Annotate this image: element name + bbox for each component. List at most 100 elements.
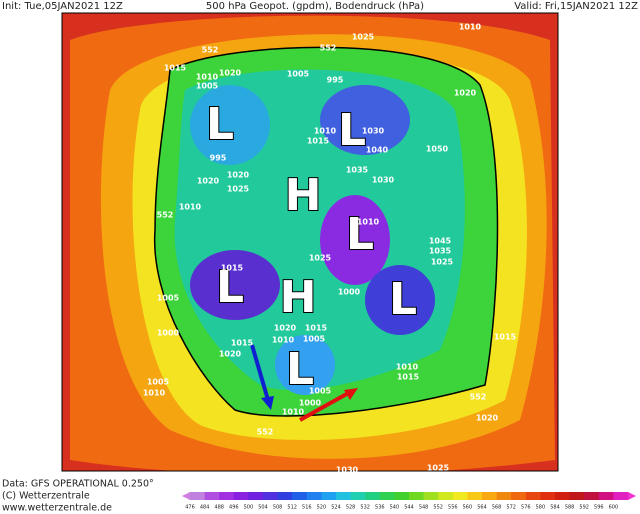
colorbar: 476 484 488 496 500 504 508 512 516 520 524 528 532 5…: [182, 492, 636, 511]
colorbar-label: 528: [346, 505, 356, 511]
colorbar-label: 560: [463, 505, 473, 511]
colorbar-label: 488: [214, 505, 224, 511]
colorbar-label: 592: [579, 505, 589, 511]
isobar-label: 1005: [309, 387, 332, 396]
colorbar-label: 512: [287, 505, 297, 511]
data-source: Data: GFS OPERATIONAL 0.250°: [2, 479, 154, 490]
colorbar-end: [182, 492, 190, 500]
colorbar-swatch: [190, 492, 206, 500]
pressure-system: L: [206, 99, 234, 150]
pressure-system: H: [280, 272, 317, 323]
isobar-label: 552: [257, 428, 274, 437]
colorbar-label: 508: [273, 505, 283, 511]
isobar-label: 1030: [336, 466, 359, 475]
colorbar-label: 552: [433, 505, 443, 511]
colorbar-swatch: [321, 492, 337, 500]
colorbar-label: 500: [244, 505, 254, 511]
colorbar-swatch: [540, 492, 556, 500]
isobar-label: 1020: [219, 350, 242, 359]
isobar-label: 552: [202, 46, 219, 55]
colorbar-label: 548: [419, 505, 429, 511]
colorbar-label: 504: [258, 505, 268, 511]
isobar-label: 1015: [494, 333, 517, 342]
colorbar-label: 484: [200, 505, 210, 511]
colorbar-swatch: [263, 492, 279, 500]
pressure-system: L: [346, 209, 374, 260]
colorbar-swatch: [496, 492, 512, 500]
isobar-label: 1010: [179, 203, 202, 212]
copyright: (C) Wetterzentrale: [2, 491, 90, 502]
colorbar-swatch: [438, 492, 454, 500]
isobar-label: 1000: [338, 288, 361, 297]
colorbar-swatch: [598, 492, 614, 500]
isobar-label: 1005: [147, 378, 170, 387]
colorbar-label: 524: [331, 505, 341, 511]
isobar-label: 1030: [362, 127, 385, 136]
arrow-head: [344, 388, 358, 400]
colorbar-swatch: [569, 492, 585, 500]
colorbar-swatch: [525, 492, 541, 500]
colorbar-label: 544: [404, 505, 414, 511]
isobar-label: 1000: [299, 399, 322, 408]
isobar-label: 1010: [396, 363, 419, 372]
isobar-label: 1005: [196, 82, 219, 91]
isobar-label: 552: [470, 393, 487, 402]
isobar-label: 1020: [197, 177, 220, 186]
arrow-head: [261, 396, 274, 410]
pressure-system: L: [389, 274, 417, 325]
field-blue: [190, 85, 270, 165]
colorbar-swatch: [482, 492, 498, 500]
isobar-label: 1040: [366, 146, 389, 155]
init-time: Init: Tue,05JAN2021 12Z: [2, 1, 123, 12]
colorbar-swatch: [584, 492, 600, 500]
isobar-label: 1015: [307, 137, 330, 146]
isobar-label: 1005: [303, 335, 326, 344]
colorbar-swatch: [306, 492, 322, 500]
isobar-label: 1010: [314, 127, 337, 136]
isobar-label: 1050: [426, 145, 449, 154]
field-blue: [320, 85, 410, 155]
colorbar-label: 556: [448, 505, 458, 511]
colorbar-swatch: [452, 492, 468, 500]
isobar-label: 1005: [287, 70, 310, 79]
isobar-label: 552: [320, 44, 337, 53]
colorbar-label: 532: [360, 505, 370, 511]
colorbar-swatch: [365, 492, 381, 500]
isobar-label: 1010: [459, 23, 482, 32]
isobar-label: 1020: [454, 89, 477, 98]
colorbar-swatch: [409, 492, 425, 500]
colorbar-swatch: [555, 492, 571, 500]
colorbar-label: 588: [565, 505, 575, 511]
isobar-label: 995: [327, 76, 344, 85]
colorbar-end: [628, 492, 636, 500]
field-purple: [320, 195, 390, 285]
isobar-label: 1015: [231, 339, 254, 348]
colorbar-label: 568: [492, 505, 502, 511]
colorbar-label: 600: [609, 505, 619, 511]
isobar-label: 995: [210, 154, 227, 163]
colorbar-label: 564: [477, 505, 487, 511]
arrow: [299, 389, 353, 422]
colorbar-swatch: [379, 492, 395, 500]
valid-time: Valid: Fri,15JAN2021 12Z: [514, 1, 638, 12]
field-blue: [275, 335, 335, 395]
colorbar-swatch: [350, 492, 366, 500]
colorbar-label: 540: [390, 505, 400, 511]
isobar-label: 1035: [429, 247, 452, 256]
isobar-label: 552: [157, 211, 174, 220]
isobar-label: 1025: [227, 185, 250, 194]
isobar-label: 1000: [157, 329, 180, 338]
isobar-label: 1015: [221, 264, 244, 273]
isobar-label: 1020: [476, 414, 499, 423]
colorbar-swatch: [336, 492, 352, 500]
isobar-label: 1015: [397, 373, 420, 382]
colorbar-label: 496: [229, 505, 239, 511]
isobar-label: 1025: [427, 464, 450, 473]
pressure-system: H: [285, 170, 322, 221]
colorbar-swatch: [204, 492, 220, 500]
isobar-label: 1025: [352, 33, 375, 42]
colorbar-label: 596: [594, 505, 604, 511]
colorbar-swatch: [423, 492, 439, 500]
